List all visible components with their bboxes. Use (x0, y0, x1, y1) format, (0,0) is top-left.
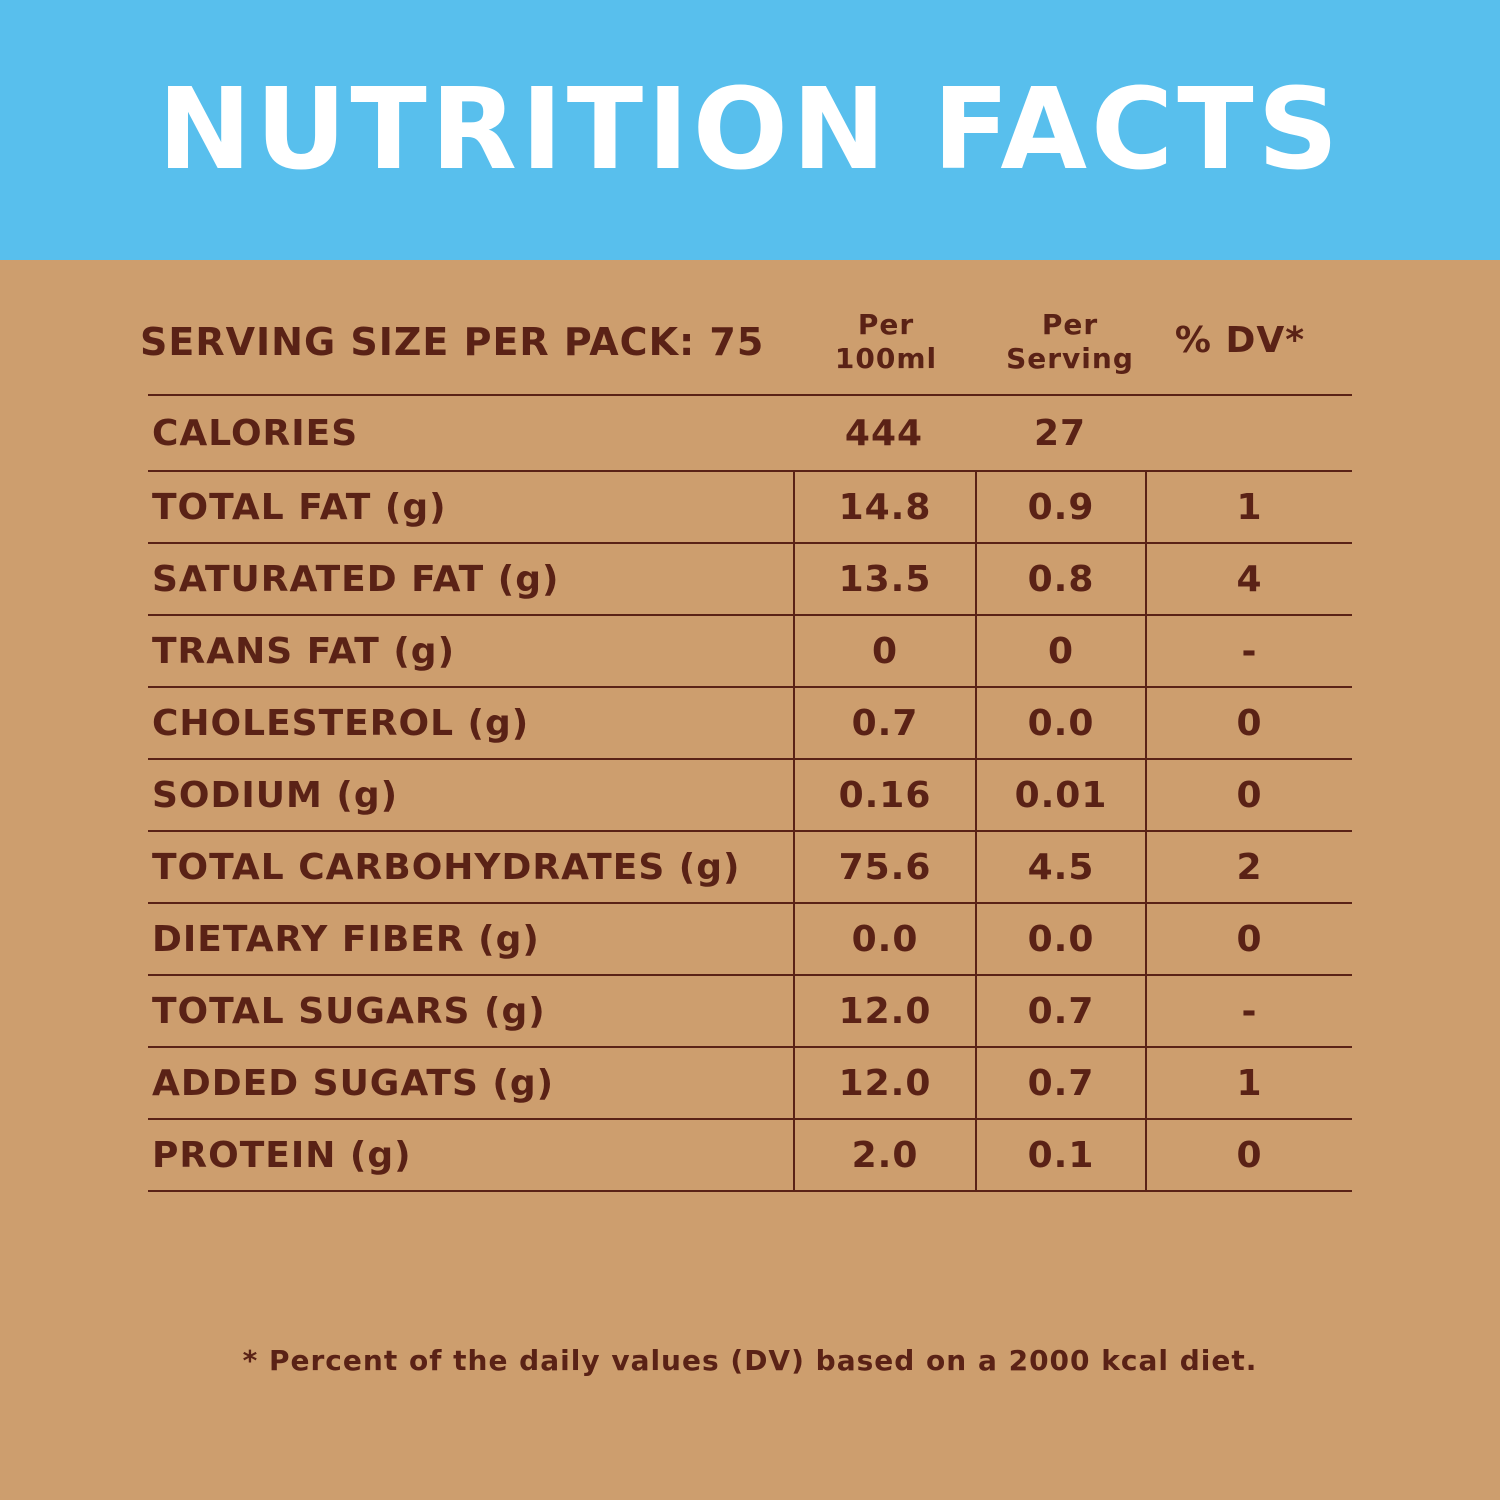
value-per-serving: 0.0 (975, 904, 1145, 974)
serving-size-label: SERVING SIZE PER PACK: 75 (140, 320, 765, 364)
nutrition-table: CALORIES 444 27 TOTAL FAT (g) 14.8 0.9 1… (148, 394, 1352, 1192)
column-header-dv-label: % DV* (1174, 320, 1306, 361)
table-row: DIETARY FIBER (g) 0.0 0.0 0 (148, 904, 1352, 976)
column-header-per-100ml-line1: Per (857, 308, 915, 341)
value-per-serving: 0.7 (975, 976, 1145, 1046)
table-row: CHOLESTEROL (g) 0.7 0.0 0 (148, 688, 1352, 760)
value-per-100ml: 0 (793, 616, 975, 686)
value-per-100ml: 0.16 (793, 760, 975, 830)
value-dv (1145, 396, 1352, 470)
value-per-serving: 0.01 (975, 760, 1145, 830)
column-header-per-100ml-line2: 100ml (834, 342, 938, 375)
table-row: ADDED SUGATS (g) 12.0 0.7 1 (148, 1048, 1352, 1120)
value-per-100ml: 444 (844, 412, 924, 454)
nutrient-name: SODIUM (g) (152, 774, 399, 816)
value-per-100ml: 13.5 (793, 544, 975, 614)
page-title: NUTRITION FACTS (157, 65, 1343, 195)
nutrient-name: PROTEIN (g) (152, 1134, 412, 1176)
value-per-100ml: 12.0 (793, 976, 975, 1046)
table-header: SERVING SIZE PER PACK: 75 Per 100ml Per … (140, 300, 1352, 394)
nutrient-name: SATURATED FAT (g) (152, 558, 560, 600)
column-header-per-serving-line1: Per (1041, 308, 1099, 341)
nutrition-panel (0, 260, 1500, 1500)
table-row: PROTEIN (g) 2.0 0.1 0 (148, 1120, 1352, 1192)
value-dv: 0 (1145, 1120, 1352, 1190)
value-per-serving: 27 (1033, 412, 1087, 454)
nutrient-name: TRANS FAT (g) (152, 630, 456, 672)
value-per-100ml: 0.0 (793, 904, 975, 974)
table-row: TRANS FAT (g) 0 0 - (148, 616, 1352, 688)
nutrient-name: CALORIES (152, 412, 359, 454)
value-per-serving: 0.1 (975, 1120, 1145, 1190)
table-row: SATURATED FAT (g) 13.5 0.8 4 (148, 544, 1352, 616)
value-per-serving: 0.0 (975, 688, 1145, 758)
value-dv: 2 (1145, 832, 1352, 902)
table-row: SODIUM (g) 0.16 0.01 0 (148, 760, 1352, 832)
value-dv: 4 (1145, 544, 1352, 614)
footnote: * Percent of the daily values (DV) based… (242, 1344, 1258, 1377)
value-per-100ml: 75.6 (793, 832, 975, 902)
title-banner: NUTRITION FACTS (0, 0, 1500, 260)
column-header-per-100ml: Per 100ml (816, 308, 956, 376)
value-dv: - (1145, 976, 1352, 1046)
column-header-per-serving: Per Serving (990, 308, 1150, 376)
value-per-serving: 0.9 (975, 472, 1145, 542)
value-dv: 0 (1145, 904, 1352, 974)
column-header-per-serving-line2: Serving (1006, 342, 1134, 375)
value-per-serving: 4.5 (975, 832, 1145, 902)
value-dv: 0 (1145, 760, 1352, 830)
value-per-100ml: 2.0 (793, 1120, 975, 1190)
value-dv: - (1145, 616, 1352, 686)
value-per-serving: 0.8 (975, 544, 1145, 614)
nutrient-name: TOTAL CARBOHYDRATES (g) (152, 846, 741, 888)
table-row: TOTAL SUGARS (g) 12.0 0.7 - (148, 976, 1352, 1048)
nutrient-name: TOTAL FAT (g) (152, 486, 447, 528)
value-per-100ml: 14.8 (793, 472, 975, 542)
value-dv: 1 (1145, 1048, 1352, 1118)
nutrient-name: DIETARY FIBER (g) (152, 918, 540, 960)
value-per-serving: 0 (975, 616, 1145, 686)
value-per-100ml: 12.0 (793, 1048, 975, 1118)
column-header-dv: % DV* (1170, 320, 1310, 361)
nutrient-name: ADDED SUGATS (g) (152, 1062, 555, 1104)
nutrient-name: CHOLESTEROL (g) (152, 702, 530, 744)
table-row: CALORIES 444 27 (148, 396, 1352, 472)
table-row: TOTAL FAT (g) 14.8 0.9 1 (148, 472, 1352, 544)
table-row: TOTAL CARBOHYDRATES (g) 75.6 4.5 2 (148, 832, 1352, 904)
value-per-100ml: 0.7 (793, 688, 975, 758)
value-dv: 0 (1145, 688, 1352, 758)
value-dv: 1 (1145, 472, 1352, 542)
nutrient-name: TOTAL SUGARS (g) (152, 990, 546, 1032)
value-per-serving: 0.7 (975, 1048, 1145, 1118)
